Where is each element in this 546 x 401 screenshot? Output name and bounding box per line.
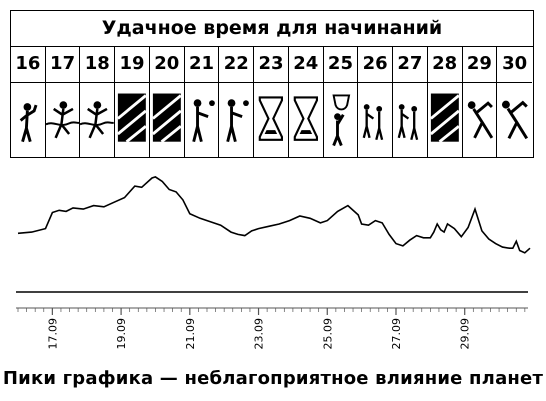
day-cell-30: 30 xyxy=(497,46,532,157)
day-cell-22: 22 xyxy=(219,46,255,157)
day-number: 29 xyxy=(462,46,497,83)
x-tick-label: 21.09 xyxy=(184,318,197,350)
finish-runner-icon xyxy=(45,101,80,139)
x-tick-label: 25.09 xyxy=(321,318,334,350)
calendar-title: Удачное время для начинаний xyxy=(11,11,533,47)
hourglass-icon xyxy=(293,96,318,141)
series-line xyxy=(17,176,531,254)
day-number: 25 xyxy=(323,46,358,83)
day-cell-28: 28 xyxy=(427,46,463,157)
day-cell-29: 29 xyxy=(462,46,498,157)
x-tick-label: 17.09 xyxy=(46,318,59,350)
day-number: 24 xyxy=(288,46,323,83)
hourglass-icon xyxy=(258,96,284,141)
calendar-table: Удачное время для начинаний 16 17 18 19 20 21… xyxy=(10,10,534,158)
day-number: 18 xyxy=(80,46,115,83)
day-cell-20: 20 xyxy=(149,46,185,157)
chart-caption: Пики графика — неблагоприятное влияние п… xyxy=(2,368,544,389)
day-number: 27 xyxy=(393,46,427,83)
trophy-icon xyxy=(331,94,350,147)
day-number: 17 xyxy=(45,46,80,83)
finish-runner-icon xyxy=(80,101,115,139)
stretching-man-icon xyxy=(467,101,493,139)
day-number: 16 xyxy=(11,46,45,83)
family-home-icon xyxy=(397,104,419,141)
day-cell-25: 25 xyxy=(323,46,359,157)
handshake-icon xyxy=(226,99,250,143)
day-number: 26 xyxy=(358,46,393,83)
day-number: 23 xyxy=(254,46,288,83)
unfavorable-day-icon xyxy=(151,93,182,143)
day-number: 19 xyxy=(115,46,149,83)
x-tick-label: 23.09 xyxy=(253,318,266,350)
handshake-icon xyxy=(191,99,215,143)
day-cell-26: 26 xyxy=(358,46,394,157)
day-cell-21: 21 xyxy=(184,46,220,157)
x-tick-label: 29.09 xyxy=(459,318,472,350)
day-number: 20 xyxy=(149,46,184,83)
day-cell-18: 18 xyxy=(80,46,116,157)
day-number: 30 xyxy=(497,46,532,83)
day-cell-27: 27 xyxy=(393,46,428,157)
unfavorable-day-icon xyxy=(117,93,147,143)
day-cell-19: 19 xyxy=(115,46,150,157)
day-number: 22 xyxy=(219,46,254,83)
day-cell-23: 23 xyxy=(254,46,289,157)
day-cell-16: 16 xyxy=(11,46,46,157)
family-home-icon xyxy=(362,104,384,141)
stretching-man-icon xyxy=(502,100,529,140)
day-number: 21 xyxy=(184,46,219,83)
unfavorable-day-icon xyxy=(429,93,460,143)
x-tick-label: 27.09 xyxy=(390,318,403,350)
day-cell-24: 24 xyxy=(288,46,324,157)
day-cell-17: 17 xyxy=(45,46,81,157)
day-number: 28 xyxy=(427,46,462,83)
line-chart: 17.09 19.09 21.09 23.09 25.09 27.09 29.09 xyxy=(16,176,531,350)
thinking-man-icon xyxy=(19,103,38,143)
x-tick-label: 19.09 xyxy=(115,318,128,350)
